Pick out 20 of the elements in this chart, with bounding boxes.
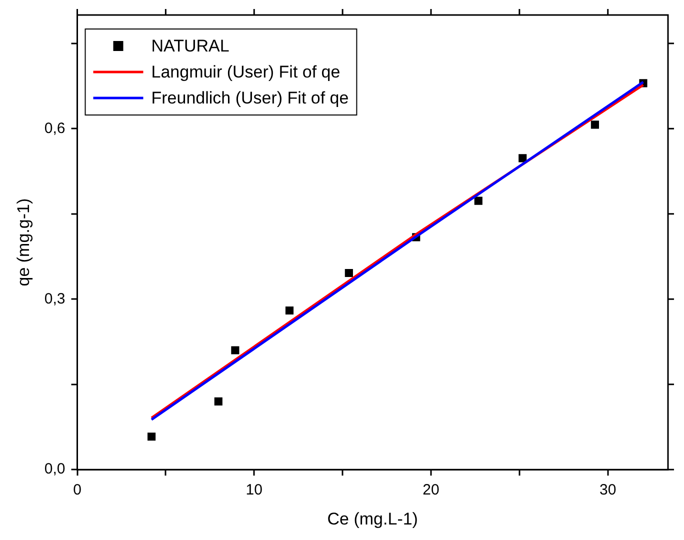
y-axis-title: qe (mg.g-1) (14, 198, 33, 286)
point (148, 432, 156, 441)
legend-label: Freundlich (User) Fit of qe (151, 88, 349, 108)
x-tick-label: 30 (600, 482, 616, 499)
y-tick-label: 0,0 (44, 460, 66, 478)
point (474, 196, 482, 205)
x-tick-label: 0 (73, 482, 82, 499)
point (214, 397, 222, 406)
y-tick-label: 0,3 (44, 290, 66, 308)
point (285, 306, 294, 315)
y-tick-label: 0,6 (44, 120, 66, 137)
x-tick-label: 20 (422, 482, 440, 499)
x-axis-title: Ce (mg.L-1) (327, 509, 418, 528)
x-tick-label: 10 (246, 482, 262, 499)
legend-label: Langmuir (User) Fit of qe (151, 62, 340, 82)
point (344, 268, 353, 278)
point (518, 154, 527, 162)
point (590, 120, 599, 129)
legend-label: NATURAL (151, 36, 230, 56)
point (231, 346, 240, 354)
